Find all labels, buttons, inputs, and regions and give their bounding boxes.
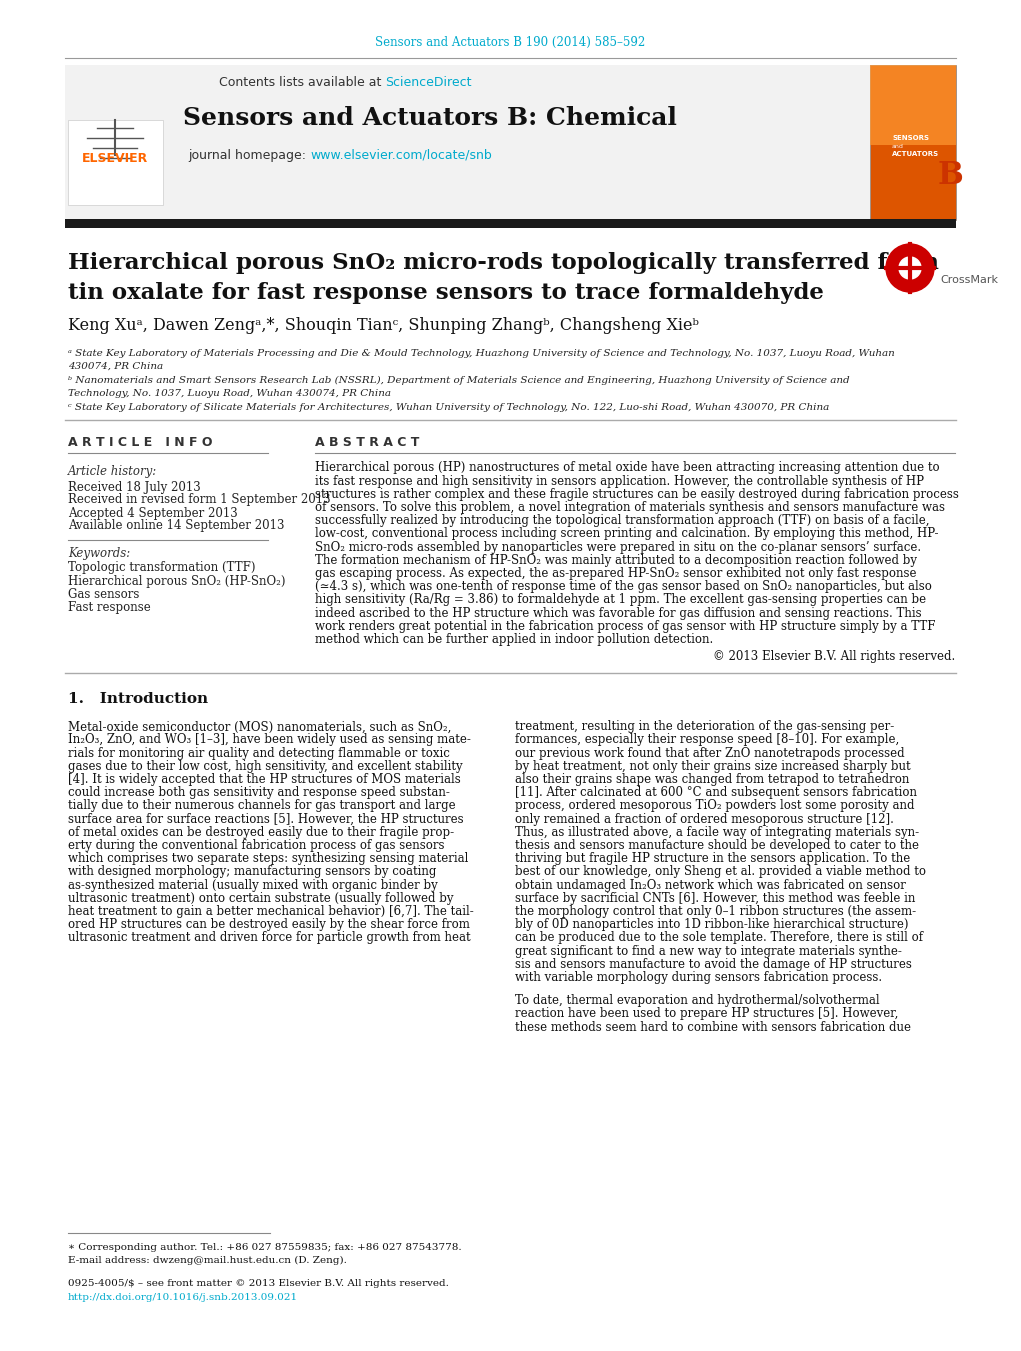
Text: Sensors and Actuators B 190 (2014) 585–592: Sensors and Actuators B 190 (2014) 585–5… <box>375 35 645 49</box>
Text: can be produced due to the sole template. Therefore, there is still of: can be produced due to the sole template… <box>515 931 923 944</box>
Text: A R T I C L E   I N F O: A R T I C L E I N F O <box>68 436 212 450</box>
Text: only remained a fraction of ordered mesoporous structure [12].: only remained a fraction of ordered meso… <box>515 813 893 825</box>
Text: ultrasonic treatment) onto certain substrate (usually followed by: ultrasonic treatment) onto certain subst… <box>68 892 453 905</box>
Text: ultrasonic treatment and driven force for particle growth from heat: ultrasonic treatment and driven force fo… <box>68 931 471 944</box>
Text: 0925-4005/$ – see front matter © 2013 Elsevier B.V. All rights reserved.: 0925-4005/$ – see front matter © 2013 El… <box>68 1278 449 1288</box>
Text: best of our knowledge, only Sheng et al. provided a viable method to: best of our knowledge, only Sheng et al.… <box>515 866 926 878</box>
Text: Available online 14 September 2013: Available online 14 September 2013 <box>68 520 285 532</box>
Text: which comprises two separate steps: synthesizing sensing material: which comprises two separate steps: synt… <box>68 852 469 865</box>
Text: tin oxalate for fast response sensors to trace formaldehyde: tin oxalate for fast response sensors to… <box>68 282 824 304</box>
Text: by heat treatment, not only their grains size increased sharply but: by heat treatment, not only their grains… <box>515 759 911 773</box>
Text: Gas sensors: Gas sensors <box>68 588 140 600</box>
Text: erty during the conventional fabrication process of gas sensors: erty during the conventional fabrication… <box>68 839 444 852</box>
Text: of sensors. To solve this problem, a novel integration of materials synthesis an: of sensors. To solve this problem, a nov… <box>315 501 945 515</box>
Text: bly of 0D nanoparticles into 1D ribbon-like hierarchical structure): bly of 0D nanoparticles into 1D ribbon-l… <box>515 919 909 931</box>
Text: Hierarchical porous (HP) nanostructures of metal oxide have been attracting incr: Hierarchical porous (HP) nanostructures … <box>315 462 939 474</box>
Text: reaction have been used to prepare HP structures [5]. However,: reaction have been used to prepare HP st… <box>515 1008 898 1020</box>
Text: ELSEVIER: ELSEVIER <box>82 151 148 165</box>
Text: gases due to their low cost, high sensitivity, and excellent stability: gases due to their low cost, high sensit… <box>68 759 463 773</box>
Text: journal homepage:: journal homepage: <box>188 149 310 162</box>
FancyBboxPatch shape <box>65 65 870 220</box>
Text: these methods seem hard to combine with sensors fabrication due: these methods seem hard to combine with … <box>515 1021 911 1034</box>
Text: indeed ascribed to the HP structure which was favorable for gas diffusion and se: indeed ascribed to the HP structure whic… <box>315 607 922 620</box>
FancyBboxPatch shape <box>68 120 163 205</box>
Text: Technology, No. 1037, Luoyu Road, Wuhan 430074, PR China: Technology, No. 1037, Luoyu Road, Wuhan … <box>68 389 391 397</box>
Text: (≃4.3 s), which was one-tenth of response time of the gas sensor based on SnO₂ n: (≃4.3 s), which was one-tenth of respons… <box>315 581 932 593</box>
Text: rials for monitoring air quality and detecting flammable or toxic: rials for monitoring air quality and det… <box>68 747 450 759</box>
Text: Article history:: Article history: <box>68 466 157 478</box>
Text: http://dx.doi.org/10.1016/j.snb.2013.09.021: http://dx.doi.org/10.1016/j.snb.2013.09.… <box>68 1293 298 1302</box>
Text: its fast response and high sensitivity in sensors application. However, the cont: its fast response and high sensitivity i… <box>315 474 924 488</box>
Text: © 2013 Elsevier B.V. All rights reserved.: © 2013 Elsevier B.V. All rights reserved… <box>713 650 955 663</box>
Text: ∗ Corresponding author. Tel.: +86 027 87559835; fax: +86 027 87543778.: ∗ Corresponding author. Tel.: +86 027 87… <box>68 1243 461 1251</box>
Text: structures is rather complex and these fragile structures can be easily destroye: structures is rather complex and these f… <box>315 488 959 501</box>
Text: Contents lists available at: Contents lists available at <box>218 76 385 89</box>
Text: Fast response: Fast response <box>68 600 151 613</box>
Text: sis and sensors manufacture to avoid the damage of HP structures: sis and sensors manufacture to avoid the… <box>515 958 912 971</box>
Text: Received in revised form 1 September 2013: Received in revised form 1 September 201… <box>68 493 331 507</box>
Text: A B S T R A C T: A B S T R A C T <box>315 436 420 450</box>
Text: the morphology control that only 0–1 ribbon structures (the assem-: the morphology control that only 0–1 rib… <box>515 905 916 919</box>
Text: Keywords:: Keywords: <box>68 547 131 561</box>
Text: [4]. It is widely accepted that the HP structures of MOS materials: [4]. It is widely accepted that the HP s… <box>68 773 460 786</box>
Text: The formation mechanism of HP-SnO₂ was mainly attributed to a decomposition reac: The formation mechanism of HP-SnO₂ was m… <box>315 554 917 567</box>
Text: B: B <box>937 159 963 190</box>
Text: work renders great potential in the fabrication process of gas sensor with HP st: work renders great potential in the fabr… <box>315 620 935 632</box>
Text: Sensors and Actuators B: Chemical: Sensors and Actuators B: Chemical <box>183 105 677 130</box>
Text: To date, thermal evaporation and hydrothermal/solvothermal: To date, thermal evaporation and hydroth… <box>515 994 880 1008</box>
Text: with variable morphology during sensors fabrication process.: with variable morphology during sensors … <box>515 971 882 984</box>
Text: Hierarchical porous SnO₂ micro-rods topologically transferred from: Hierarchical porous SnO₂ micro-rods topo… <box>68 253 939 274</box>
Text: CrossMark: CrossMark <box>940 276 998 285</box>
Text: ored HP structures can be destroyed easily by the shear force from: ored HP structures can be destroyed easi… <box>68 919 470 931</box>
Text: ᶜ State Key Laboratory of Silicate Materials for Architectures, Wuhan University: ᶜ State Key Laboratory of Silicate Mater… <box>68 403 829 412</box>
Circle shape <box>886 245 934 292</box>
Text: successfully realized by introducing the topological transformation approach (TT: successfully realized by introducing the… <box>315 515 929 527</box>
Text: our previous work found that after ZnO nanotetrapods processed: our previous work found that after ZnO n… <box>515 747 905 759</box>
Text: www.elsevier.com/locate/snb: www.elsevier.com/locate/snb <box>310 149 492 162</box>
Text: process, ordered mesoporous TiO₂ powders lost some porosity and: process, ordered mesoporous TiO₂ powders… <box>515 800 915 812</box>
Text: high sensitivity (Ra/Rg = 3.86) to formaldehyde at 1 ppm. The excellent gas-sens: high sensitivity (Ra/Rg = 3.86) to forma… <box>315 593 926 607</box>
Text: Accepted 4 September 2013: Accepted 4 September 2013 <box>68 507 238 520</box>
Text: could increase both gas sensitivity and response speed substan-: could increase both gas sensitivity and … <box>68 786 450 800</box>
Text: SnO₂ micro-rods assembled by nanoparticles were prepared in situ on the co-plana: SnO₂ micro-rods assembled by nanoparticl… <box>315 540 921 554</box>
Text: obtain undamaged In₂O₃ network which was fabricated on sensor: obtain undamaged In₂O₃ network which was… <box>515 878 906 892</box>
Text: E-mail address: dwzeng@mail.hust.edu.cn (D. Zeng).: E-mail address: dwzeng@mail.hust.edu.cn … <box>68 1255 347 1265</box>
Text: ᵃ State Key Laboratory of Materials Processing and Die & Mould Technology, Huazh: ᵃ State Key Laboratory of Materials Proc… <box>68 349 894 358</box>
Text: and: and <box>892 143 904 149</box>
Text: formances, especially their response speed [8–10]. For example,: formances, especially their response spe… <box>515 734 900 747</box>
Text: 1.   Introduction: 1. Introduction <box>68 692 208 705</box>
Text: Metal-oxide semiconductor (MOS) nanomaterials, such as SnO₂,: Metal-oxide semiconductor (MOS) nanomate… <box>68 720 451 734</box>
Text: ᵇ Nanomaterials and Smart Sensors Research Lab (NSSRL), Department of Materials : ᵇ Nanomaterials and Smart Sensors Resear… <box>68 376 849 385</box>
Text: of metal oxides can be destroyed easily due to their fragile prop-: of metal oxides can be destroyed easily … <box>68 825 454 839</box>
Text: heat treatment to gain a better mechanical behavior) [6,7]. The tail-: heat treatment to gain a better mechanic… <box>68 905 474 919</box>
Text: Keng Xuᵃ, Dawen Zengᵃ,*, Shouqin Tianᶜ, Shunping Zhangᵇ, Changsheng Xieᵇ: Keng Xuᵃ, Dawen Zengᵃ,*, Shouqin Tianᶜ, … <box>68 316 699 334</box>
Text: surface by sacrificial CNTs [6]. However, this method was feeble in: surface by sacrificial CNTs [6]. However… <box>515 892 916 905</box>
Text: method which can be further applied in indoor pollution detection.: method which can be further applied in i… <box>315 634 714 646</box>
Text: as-synthesized material (usually mixed with organic binder by: as-synthesized material (usually mixed w… <box>68 878 438 892</box>
Text: thriving but fragile HP structure in the sensors application. To the: thriving but fragile HP structure in the… <box>515 852 911 865</box>
Text: Topologic transformation (TTF): Topologic transformation (TTF) <box>68 562 255 574</box>
Text: with designed morphology; manufacturing sensors by coating: with designed morphology; manufacturing … <box>68 866 436 878</box>
Text: great significant to find a new way to integrate materials synthe-: great significant to find a new way to i… <box>515 944 902 958</box>
Text: In₂O₃, ZnO, and WO₃ [1–3], have been widely used as sensing mate-: In₂O₃, ZnO, and WO₃ [1–3], have been wid… <box>68 734 471 747</box>
Text: Thus, as illustrated above, a facile way of integrating materials syn-: Thus, as illustrated above, a facile way… <box>515 825 919 839</box>
Text: Received 18 July 2013: Received 18 July 2013 <box>68 481 201 493</box>
Text: Hierarchical porous SnO₂ (HP-SnO₂): Hierarchical porous SnO₂ (HP-SnO₂) <box>68 574 286 588</box>
FancyBboxPatch shape <box>65 219 956 228</box>
Text: ACTUATORS: ACTUATORS <box>892 151 939 157</box>
Text: [11]. After calcinated at 600 °C and subsequent sensors fabrication: [11]. After calcinated at 600 °C and sub… <box>515 786 917 800</box>
Text: surface area for surface reactions [5]. However, the HP structures: surface area for surface reactions [5]. … <box>68 813 464 825</box>
Text: ScienceDirect: ScienceDirect <box>385 76 472 89</box>
Text: thesis and sensors manufacture should be developed to cater to the: thesis and sensors manufacture should be… <box>515 839 919 852</box>
Text: 430074, PR China: 430074, PR China <box>68 362 163 370</box>
Text: treatment, resulting in the deterioration of the gas-sensing per-: treatment, resulting in the deterioratio… <box>515 720 894 734</box>
FancyBboxPatch shape <box>870 65 956 220</box>
Text: tially due to their numerous channels for gas transport and large: tially due to their numerous channels fo… <box>68 800 455 812</box>
Text: SENSORS: SENSORS <box>892 135 929 141</box>
Text: gas escaping process. As expected, the as-prepared HP-SnO₂ sensor exhibited not : gas escaping process. As expected, the a… <box>315 567 917 580</box>
FancyBboxPatch shape <box>870 65 956 145</box>
Text: low-cost, conventional process including screen printing and calcination. By emp: low-cost, conventional process including… <box>315 527 938 540</box>
Circle shape <box>900 257 921 280</box>
Text: also their grains shape was changed from tetrapod to tetrahedron: also their grains shape was changed from… <box>515 773 910 786</box>
